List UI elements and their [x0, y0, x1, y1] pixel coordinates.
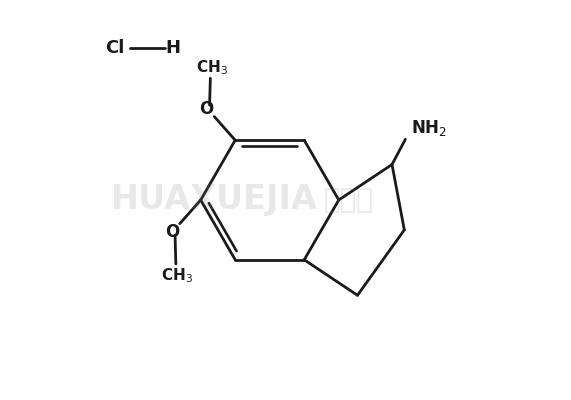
Text: NH$_2$: NH$_2$ [411, 118, 447, 138]
Text: H: H [166, 39, 180, 57]
Text: O: O [165, 222, 179, 240]
Text: Cl: Cl [106, 39, 125, 57]
Text: 化学加: 化学加 [324, 186, 373, 214]
Text: CH$_3$: CH$_3$ [195, 58, 227, 76]
Text: HUAXUEJIA: HUAXUEJIA [111, 184, 318, 216]
Text: O: O [199, 100, 214, 118]
Text: CH$_3$: CH$_3$ [161, 266, 193, 285]
